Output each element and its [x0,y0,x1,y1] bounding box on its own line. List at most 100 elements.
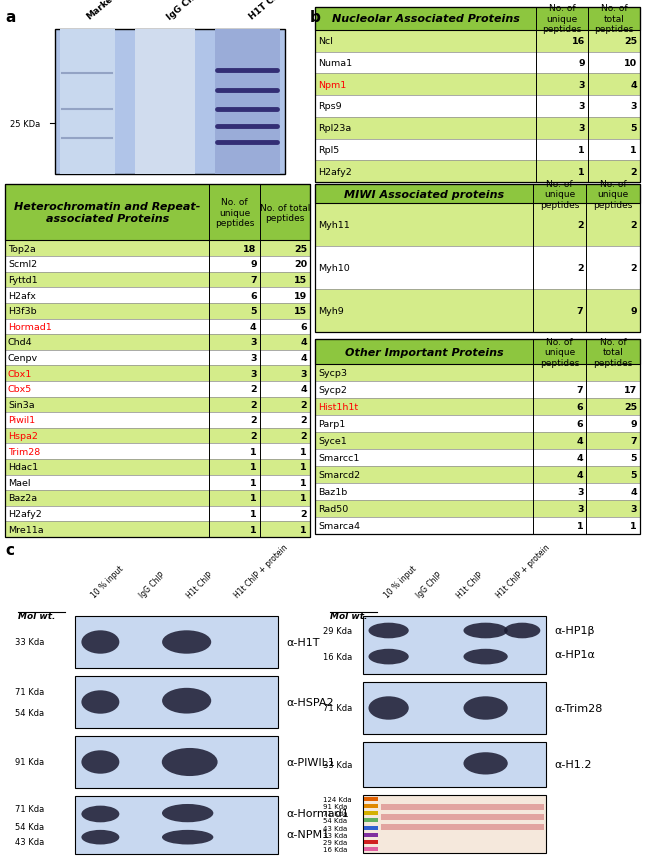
Text: 71 Kda: 71 Kda [15,804,44,814]
Text: 10: 10 [624,59,637,68]
Bar [363,795,546,853]
Bar [364,819,378,822]
Ellipse shape [81,691,120,714]
Text: 4: 4 [630,81,637,90]
Text: 91 Kda: 91 Kda [323,803,347,809]
Text: 4: 4 [577,437,584,446]
Text: 15: 15 [294,307,307,316]
Bar [315,416,640,433]
Bar [5,475,310,491]
Text: No. of
unique
peptides: No. of unique peptides [593,179,633,209]
Text: Syce1: Syce1 [318,437,346,446]
Text: 33 Kda: 33 Kda [15,638,44,647]
Text: Myh11: Myh11 [318,221,350,230]
Text: 1: 1 [250,447,257,456]
Bar [315,139,640,161]
Text: c: c [5,542,14,557]
Bar [315,204,640,247]
Bar [315,185,640,332]
Bar [315,31,640,53]
Bar [5,460,310,475]
Text: 5: 5 [630,471,637,480]
Ellipse shape [369,623,409,639]
Bar [315,467,640,484]
Ellipse shape [463,649,508,665]
Ellipse shape [81,751,120,774]
Text: 25: 25 [624,403,637,412]
Text: Nucleolar Associated Proteins: Nucleolar Associated Proteins [332,15,519,24]
Bar [315,517,640,535]
Text: 2: 2 [300,416,307,425]
Text: 4: 4 [300,354,307,362]
Bar [315,365,640,382]
Ellipse shape [504,623,540,639]
Text: 1: 1 [630,146,637,155]
Text: 9: 9 [250,260,257,269]
Text: Baz2a: Baz2a [8,494,37,503]
Text: 7: 7 [630,437,637,446]
Bar [5,428,310,444]
Text: Npm1: Npm1 [318,81,346,90]
Text: 19: 19 [294,291,307,300]
Text: 4: 4 [250,322,257,331]
Text: H1T ChIP: H1T ChIP [248,0,289,22]
Text: 4: 4 [300,385,307,393]
Bar [363,616,546,674]
Bar [5,335,310,350]
Text: 1: 1 [300,462,307,472]
Text: Mol wt.: Mol wt. [18,611,55,620]
Bar [364,804,378,808]
Text: 5: 5 [630,124,637,133]
Text: IgG ChIP: IgG ChIP [138,570,167,599]
Text: 2: 2 [577,263,584,273]
Text: 2: 2 [250,431,257,441]
Text: Mael: Mael [8,479,31,487]
Text: 5: 5 [630,454,637,462]
Bar [5,185,310,241]
Text: 2: 2 [250,385,257,393]
Text: Cbx1: Cbx1 [8,369,32,378]
Text: α-PIWIL1: α-PIWIL1 [286,757,335,767]
Bar [5,304,310,319]
Text: IgG ChIP: IgG ChIP [165,0,204,22]
Ellipse shape [162,688,211,714]
Text: 25: 25 [294,245,307,253]
Bar [75,796,278,854]
Bar [5,288,310,304]
Text: 25: 25 [624,37,637,46]
Bar [60,30,115,175]
Text: IgG ChIP: IgG ChIP [415,570,444,599]
Ellipse shape [81,830,120,845]
Bar [5,185,310,537]
Text: Trim28: Trim28 [8,447,40,456]
Text: H2afx: H2afx [8,291,36,300]
Text: Sycp3: Sycp3 [318,369,347,378]
Bar [75,736,278,788]
Bar [363,682,546,734]
Text: Rad50: Rad50 [318,505,348,513]
Text: 1: 1 [300,447,307,456]
Text: 2: 2 [300,510,307,518]
Text: 16 Kda: 16 Kda [323,653,352,661]
Text: 71 Kda: 71 Kda [323,810,347,816]
Text: 71 Kda: 71 Kda [323,703,352,713]
Text: 9: 9 [630,307,637,316]
Text: 3: 3 [300,369,307,378]
Text: b: b [310,10,321,25]
Bar [5,319,310,335]
Text: 20: 20 [294,260,307,269]
Text: 4: 4 [577,454,584,462]
Text: 10 % input: 10 % input [90,564,125,599]
Bar [315,185,640,204]
Ellipse shape [463,697,508,720]
Ellipse shape [162,804,213,822]
Text: 71 Kda: 71 Kda [15,687,44,697]
Text: Heterochromatin and Repeat-
associated Proteins: Heterochromatin and Repeat- associated P… [14,202,200,224]
Bar [364,833,378,837]
Text: 54 Kda: 54 Kda [15,708,44,717]
Bar [5,506,310,522]
Text: Piwil1: Piwil1 [8,416,35,425]
Text: 6: 6 [250,291,257,300]
Bar [315,433,640,449]
Text: Sycp2: Sycp2 [318,386,347,395]
